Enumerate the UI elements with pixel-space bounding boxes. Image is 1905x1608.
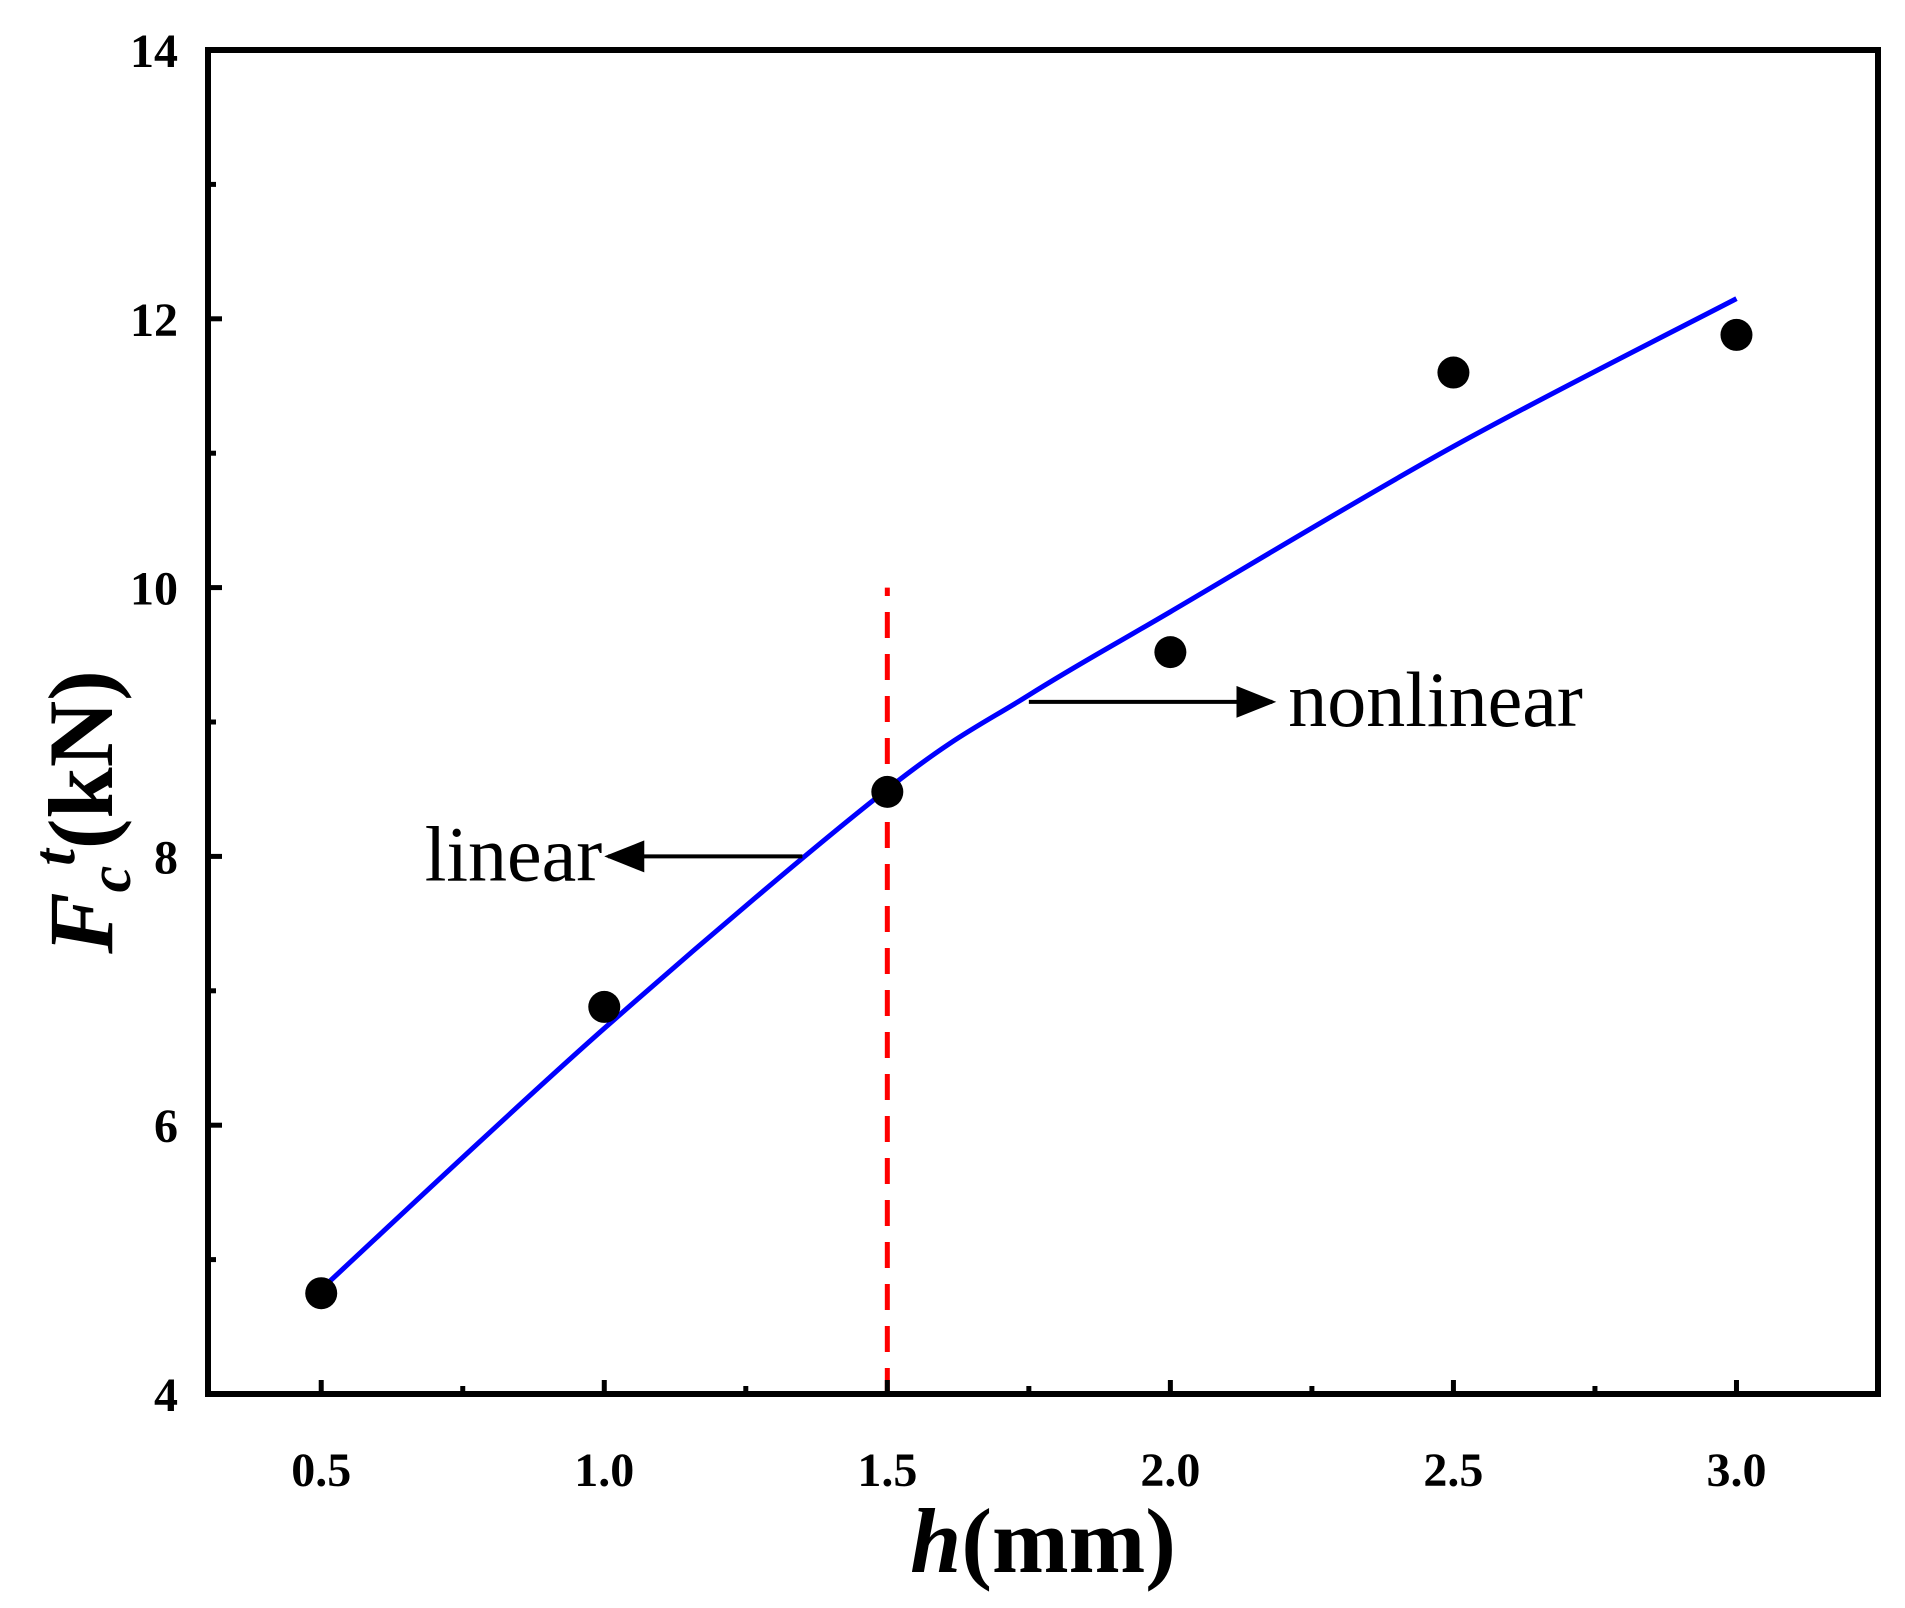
x-tick-label-0: 0.5 xyxy=(291,1444,351,1497)
x-axis-ticks: 0.5 1.0 1.5 2.0 2.5 3.0 xyxy=(291,1380,1766,1497)
y-tick-label-2: 8 xyxy=(154,831,178,884)
x-axis-title: h(mm) xyxy=(910,1490,1176,1592)
y-tick-label-0: 4 xyxy=(154,1369,178,1422)
linear-label: linear xyxy=(425,810,603,897)
y-axis-variable: F xyxy=(30,892,132,954)
annotations: linear nonlinear xyxy=(425,656,1583,898)
x-tick-label-4: 2.5 xyxy=(1423,1444,1483,1497)
data-point-0 xyxy=(305,1277,338,1310)
x-tick-label-5: 3.0 xyxy=(1706,1444,1766,1497)
data-point-4 xyxy=(1437,356,1470,389)
data-point-1 xyxy=(588,990,621,1023)
plot-frame xyxy=(205,47,1881,1397)
y-axis-ticks: 4 6 8 10 12 14 xyxy=(130,25,222,1422)
data-point-2 xyxy=(871,775,904,808)
data-point-3 xyxy=(1154,636,1187,669)
fit-line xyxy=(319,296,1738,1292)
y-tick-label-3: 10 xyxy=(130,563,178,616)
x-tick-label-1: 1.0 xyxy=(574,1444,634,1497)
data-point-5 xyxy=(1720,318,1753,351)
x-axis-unit: (mm) xyxy=(961,1490,1176,1592)
y-tick-label-4: 12 xyxy=(130,294,178,347)
x-tick-label-3: 2.0 xyxy=(1140,1444,1200,1497)
x-tick-label-2: 1.5 xyxy=(857,1444,917,1497)
y-tick-label-1: 6 xyxy=(154,1100,178,1153)
y-axis-superscript: t xyxy=(21,847,87,866)
x-axis-variable: h xyxy=(910,1490,961,1592)
y-tick-label-5: 14 xyxy=(130,25,178,78)
data-points xyxy=(305,318,1753,1310)
y-axis-unit: (kN) xyxy=(30,670,132,849)
nonlinear-label: nonlinear xyxy=(1288,656,1583,743)
y-axis-subscript: c xyxy=(77,866,143,893)
fit-line-group xyxy=(319,296,1738,1292)
y-axis-title: Fct(kN) xyxy=(21,670,143,955)
